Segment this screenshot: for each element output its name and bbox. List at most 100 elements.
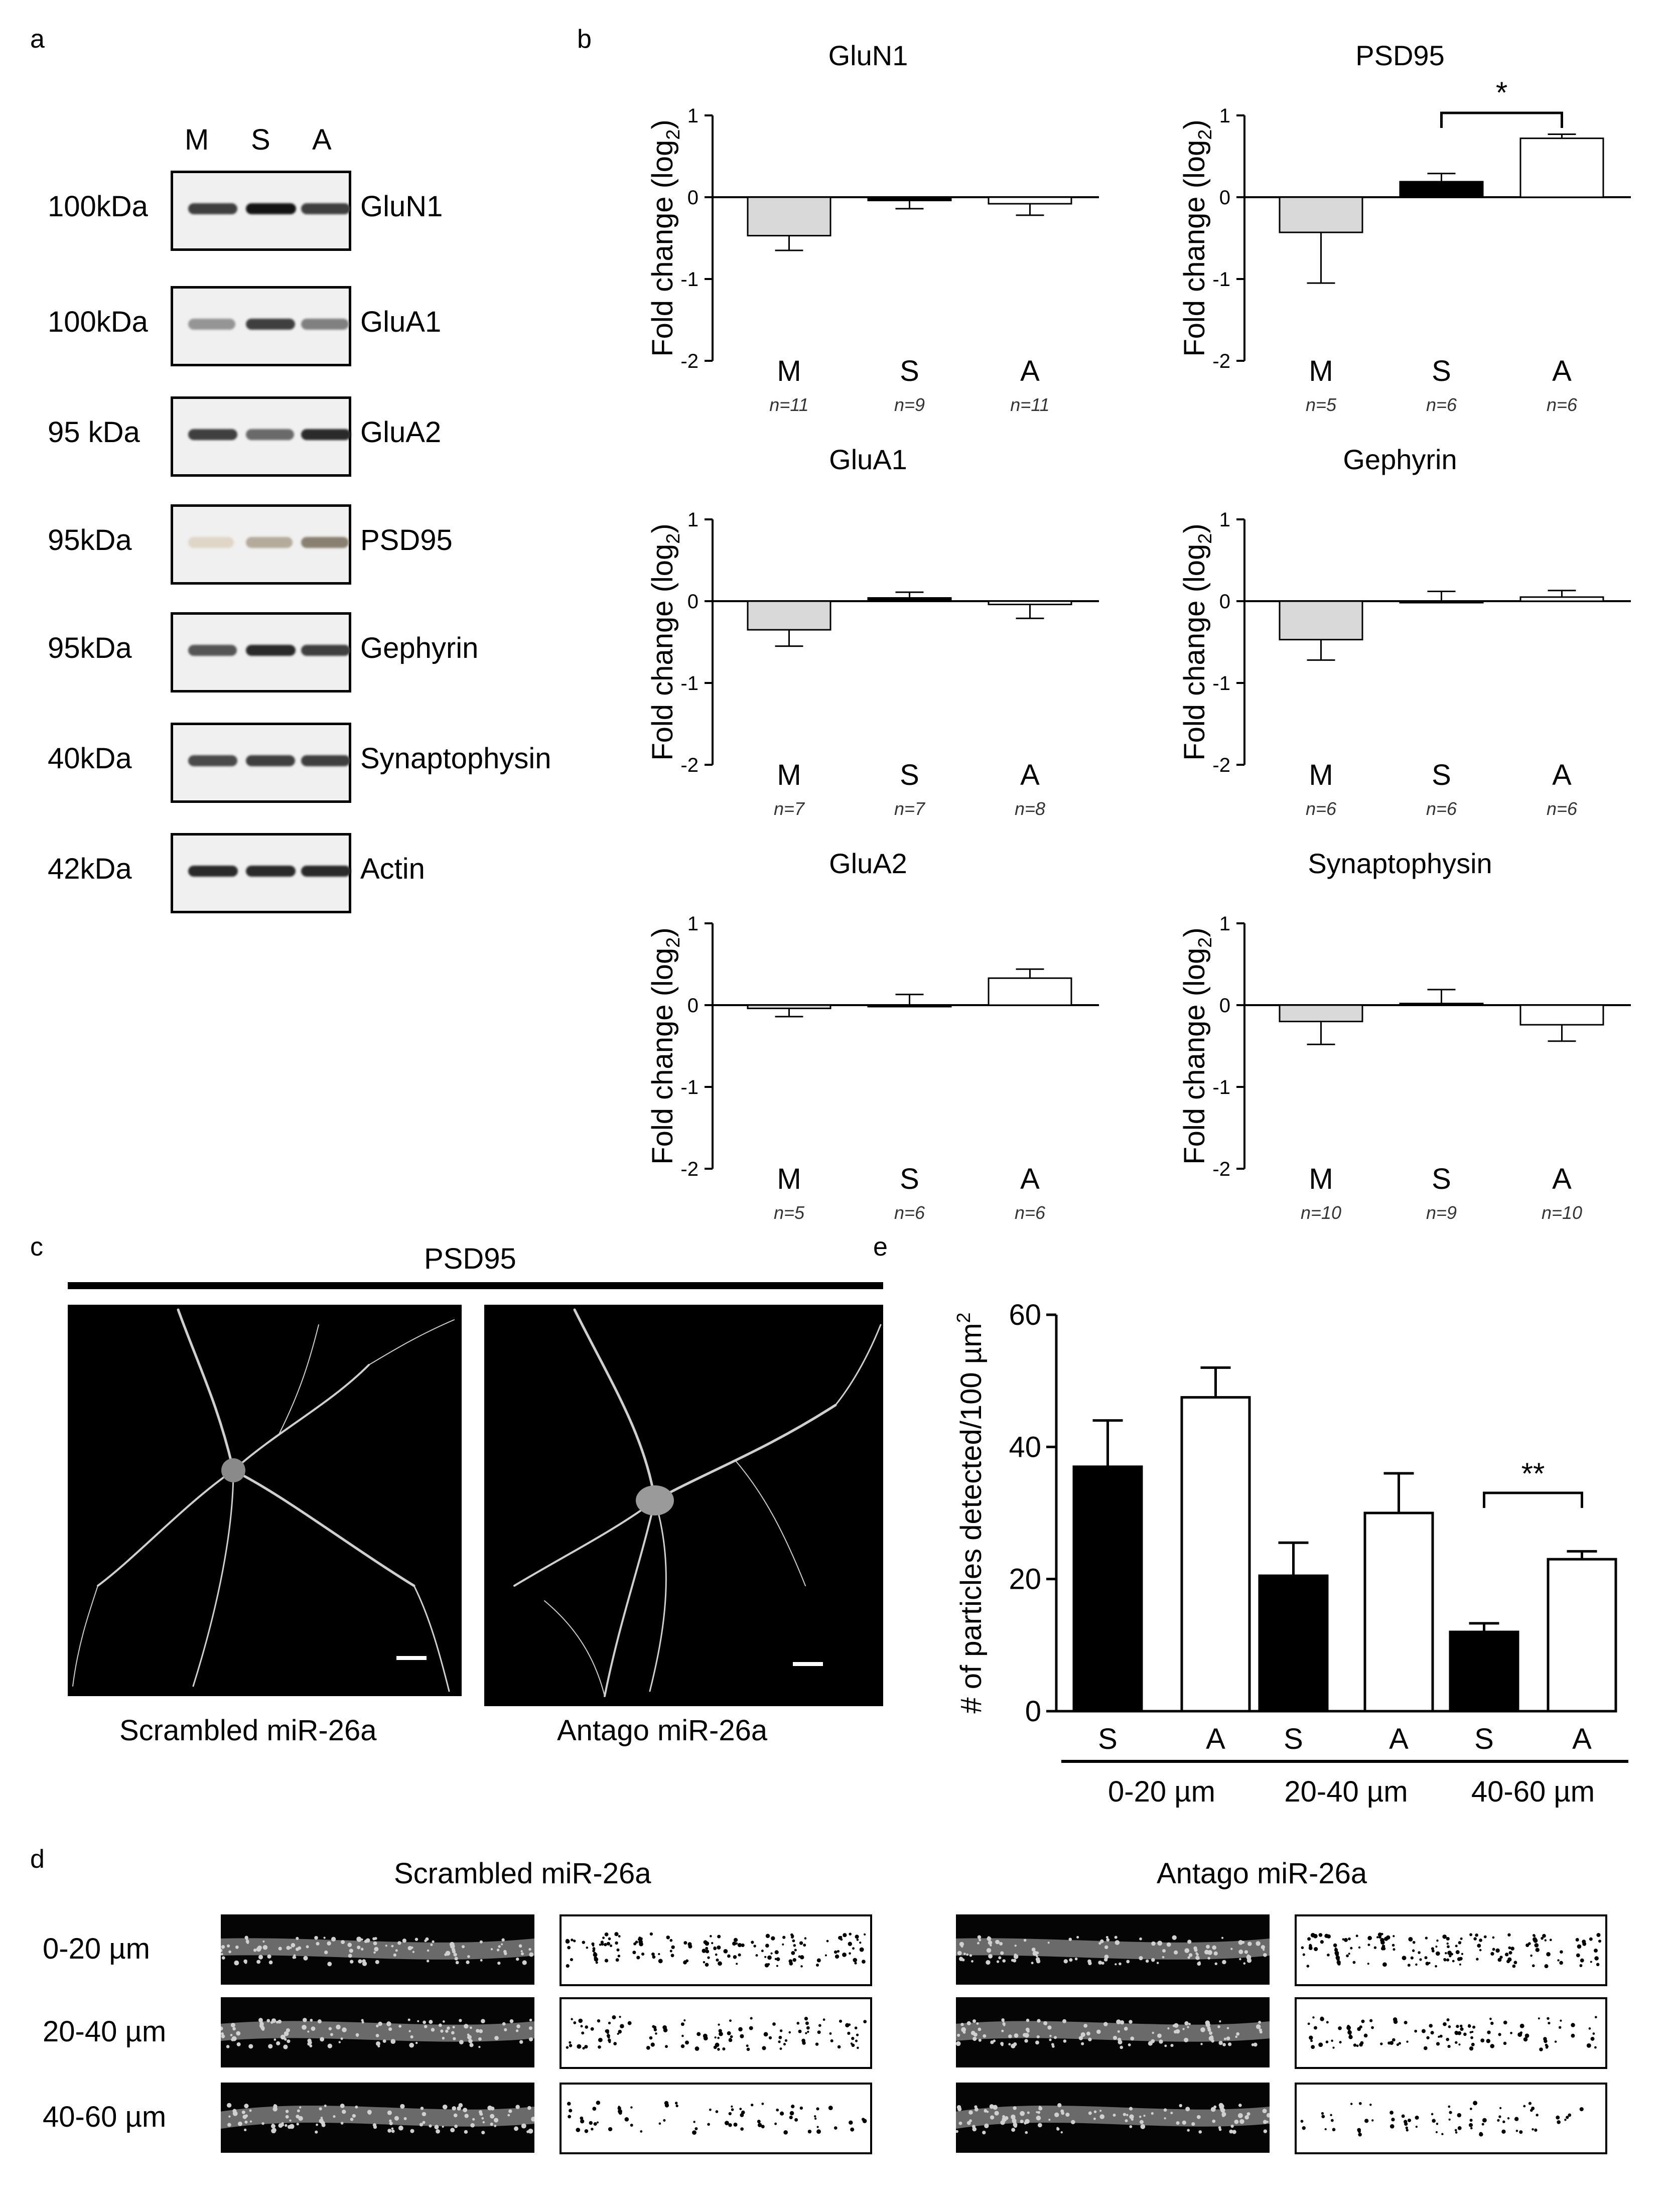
puncta — [232, 2111, 238, 2116]
puncta — [1219, 2020, 1221, 2023]
y-tick-label: 1 — [1219, 509, 1230, 531]
puncta — [1115, 1963, 1117, 1966]
particle-dot — [1415, 2116, 1419, 2120]
puncta — [1213, 2105, 1217, 2109]
particle-dot — [746, 2044, 749, 2047]
puncta — [364, 1940, 368, 1944]
puncta — [1204, 1950, 1209, 1955]
particle-dot — [1533, 1934, 1536, 1937]
particle-dot — [681, 2034, 684, 2037]
puncta — [1129, 2125, 1133, 2128]
particle-dots — [1300, 2101, 1584, 2137]
particle-dot — [1560, 2019, 1562, 2022]
particle-dot — [859, 1942, 862, 1944]
puncta — [374, 1947, 379, 1952]
particle-dot — [703, 1961, 706, 1964]
particle-dot — [859, 1947, 864, 1952]
particle-dot — [635, 1941, 638, 1944]
puncta — [285, 2110, 289, 2113]
puncta — [296, 2123, 299, 2126]
particle-dot — [1547, 2017, 1550, 2020]
particle-dot — [669, 1939, 673, 1942]
particle-dot — [1432, 2119, 1436, 2123]
lane-label-a: A — [312, 123, 332, 156]
dendrite-texture — [956, 1935, 1270, 1966]
puncta — [529, 2018, 532, 2022]
particle-dot — [717, 1945, 721, 1950]
puncta — [1246, 1955, 1251, 1960]
puncta — [452, 2106, 457, 2111]
puncta — [266, 2019, 270, 2023]
particle-dot — [715, 1953, 718, 1956]
y-tick-label: 1 — [687, 509, 699, 531]
puncta — [270, 2124, 275, 2129]
puncta — [1263, 2120, 1267, 2124]
particle-dot — [732, 1942, 737, 1946]
particle-dot — [1376, 1936, 1379, 1939]
particle-dot — [1325, 2040, 1329, 2043]
puncta — [447, 2026, 450, 2030]
puncta — [468, 2039, 473, 2043]
particle-dot — [1579, 1964, 1583, 1968]
scrambled-caption: Scrambled miR-26a — [119, 1714, 377, 1747]
puncta — [414, 1938, 419, 1941]
particle-dot — [861, 2118, 865, 2121]
puncta — [285, 2115, 289, 2119]
particle-dot — [1486, 2038, 1491, 2043]
puncta — [1194, 1948, 1198, 1952]
particle-dots — [565, 1932, 866, 1968]
puncta — [1244, 2115, 1249, 2120]
particle-dot — [791, 1936, 794, 1939]
particle-dot — [1446, 1958, 1450, 1962]
particle-dot — [717, 1934, 721, 1939]
puncta — [362, 1961, 367, 1966]
puncta — [317, 2019, 322, 2024]
protein-band — [188, 645, 237, 656]
puncta — [977, 1942, 980, 1945]
puncta — [1054, 2036, 1057, 2039]
puncta — [1198, 1961, 1201, 1964]
particle-dot — [592, 2107, 597, 2111]
protein-band — [188, 755, 237, 766]
category-label: A — [1020, 355, 1040, 387]
category-label: A — [1020, 759, 1040, 791]
particle-dot — [1514, 2117, 1519, 2121]
puncta — [972, 2036, 977, 2041]
particle-dot — [1371, 2119, 1374, 2122]
bar — [1399, 181, 1484, 198]
protein-band — [188, 537, 234, 548]
puncta — [400, 2104, 405, 2109]
particle-dot — [591, 2128, 594, 2131]
particle-dot — [1571, 2023, 1575, 2027]
particle-dot — [1435, 1946, 1438, 1948]
puncta — [453, 2113, 458, 2118]
particle-dot — [624, 2117, 629, 2122]
particle-dot — [1425, 1962, 1430, 1966]
particle-dot — [595, 1961, 598, 1964]
puncta — [1003, 2024, 1006, 2026]
particle-dot — [1590, 2036, 1595, 2041]
puncta — [464, 2114, 469, 2118]
puncta — [261, 2027, 265, 2031]
puncta — [1235, 2035, 1238, 2038]
puncta — [1223, 2037, 1226, 2040]
particle-dot — [1412, 1941, 1416, 1944]
puncta — [504, 2028, 507, 2031]
particle-dot — [662, 2025, 667, 2030]
puncta — [1187, 1940, 1192, 1944]
particle-dot — [799, 1941, 803, 1945]
particle-dot — [1457, 2113, 1462, 2118]
puncta — [1098, 1942, 1101, 1945]
puncta — [349, 1949, 353, 1953]
particle-dot — [703, 2036, 708, 2041]
particle-dot — [816, 1958, 821, 1963]
particle-dot — [1447, 1945, 1450, 1949]
particle-dot — [714, 2036, 717, 2039]
particle-dot — [1598, 1940, 1602, 1943]
particle-dot — [571, 2018, 573, 2020]
particle-dot — [601, 1943, 604, 1946]
particle-dot — [608, 2040, 611, 2043]
puncta — [257, 1945, 262, 1950]
lane-label-m: M — [185, 123, 209, 156]
